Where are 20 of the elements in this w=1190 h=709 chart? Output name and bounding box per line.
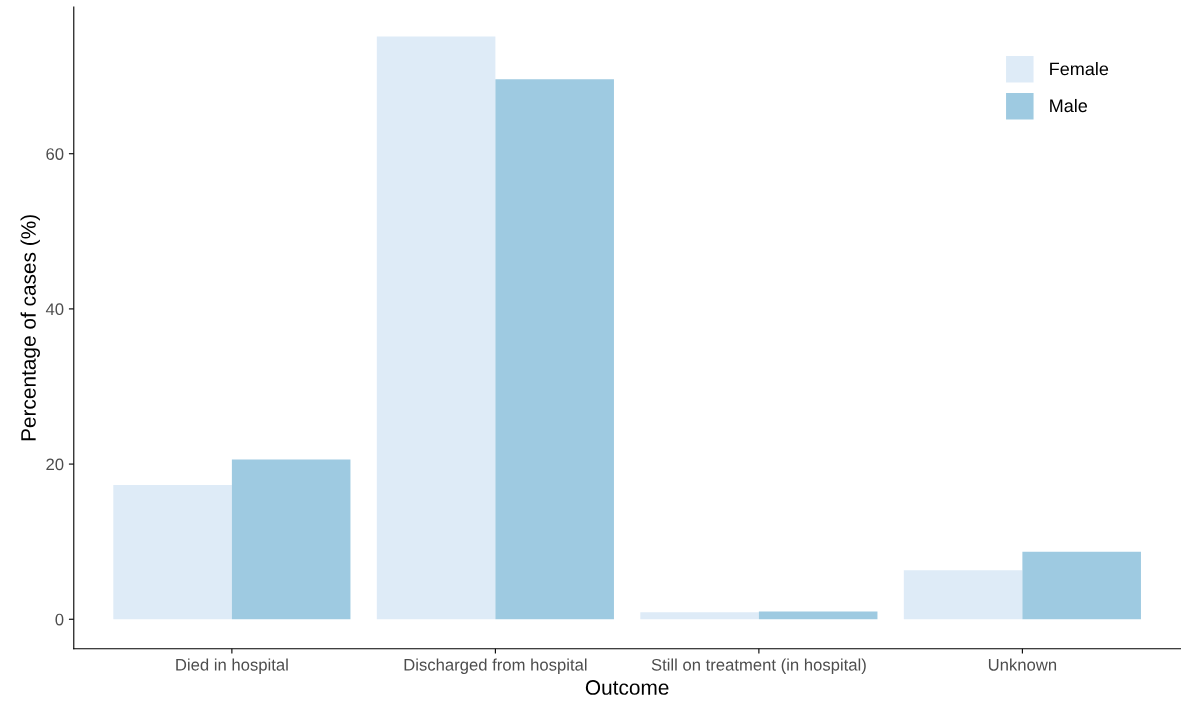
bar (113, 485, 232, 620)
y-axis-title: Percentage of cases (%) (20, 215, 40, 441)
legend-label: Female (1050, 62, 1109, 76)
bar (376, 36, 496, 620)
x-tick-label: Still on treatment (in hospital) (651, 658, 866, 674)
x-tick-label: Unknown (988, 658, 1057, 671)
y-tick-label: 60 (46, 148, 64, 160)
bar (903, 570, 1023, 620)
y-tick-label: 40 (45, 303, 64, 316)
bar (758, 611, 878, 620)
bar (1022, 551, 1141, 620)
x-axis-title: Outcome (585, 680, 669, 695)
bar (495, 79, 614, 620)
bar (231, 459, 351, 620)
legend-label: Male (1050, 98, 1088, 113)
x-tick-label: Died in hospital (176, 658, 288, 674)
y-tick-label: 20 (46, 458, 64, 471)
y-tick-label: 0 (55, 613, 64, 626)
bar (640, 612, 759, 620)
x-tick-label: Discharged from hospital (404, 658, 587, 674)
